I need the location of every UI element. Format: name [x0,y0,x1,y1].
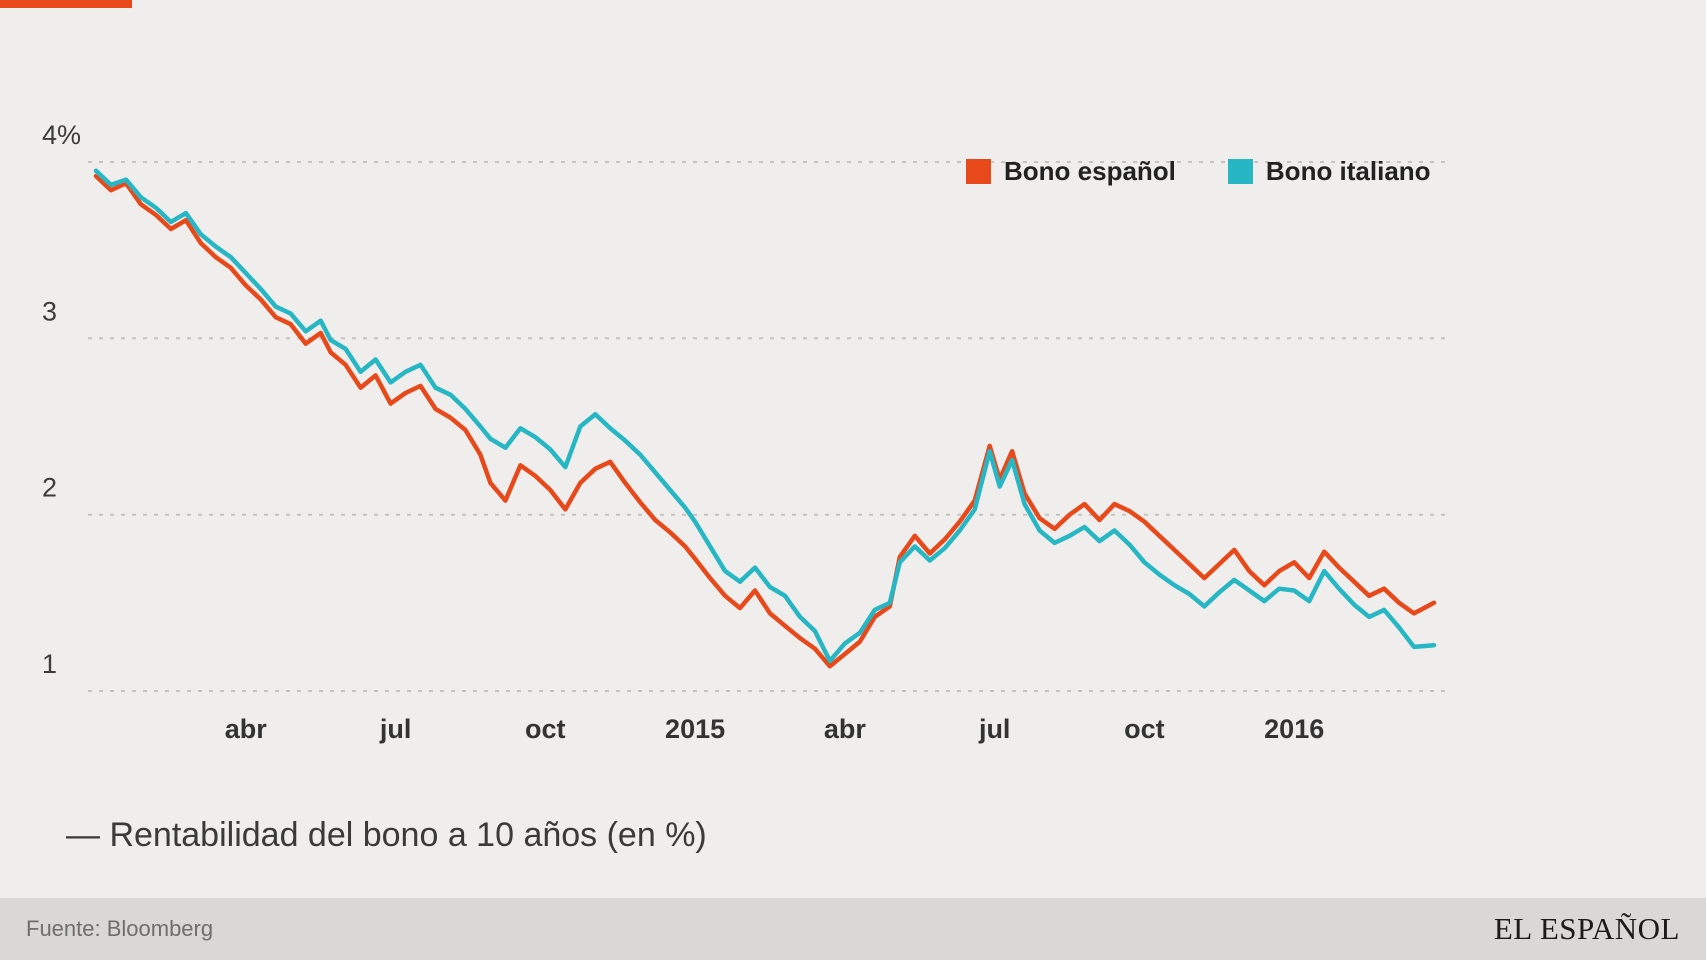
footer-bar: Fuente: Bloomberg EL ESPAÑOL [0,898,1706,960]
bono-espanol-swatch-icon [966,159,991,184]
chart-legend: Bono español Bono italiano [966,156,1431,187]
x-tick-label: jul [379,714,412,744]
chart-caption: — Rentabilidad del bono a 10 años (en %) [66,816,707,854]
y-tick-label: 2 [42,473,57,503]
x-tick-label: 2016 [1264,714,1324,744]
legend-label: Bono italiano [1265,156,1431,186]
series-line-bono-español [93,173,1437,669]
source-credit: Fuente: Bloomberg [26,916,214,941]
x-tick-label: abr [824,714,867,744]
top-accent-bar [0,0,132,8]
x-tick-label: 2015 [665,714,725,744]
y-tick-label: 4% [42,120,81,150]
el-espanol-logo: EL ESPAÑOL [1493,911,1680,946]
legend-label: Bono español [1004,156,1176,186]
bono-italiano-swatch-icon [1227,159,1253,184]
x-tick-label: jul [978,714,1011,744]
y-tick-label: 3 [42,296,57,326]
x-tick-label: oct [1124,714,1165,744]
series-line-bono-italiano [93,168,1437,664]
legend-item-bono-espanol: Bono español [966,156,1176,187]
x-tick-label: abr [225,714,268,744]
y-tick-label: 1 [42,649,57,679]
x-tick-label: oct [525,714,566,744]
legend-item-bono-italiano: Bono italiano [1227,156,1431,187]
